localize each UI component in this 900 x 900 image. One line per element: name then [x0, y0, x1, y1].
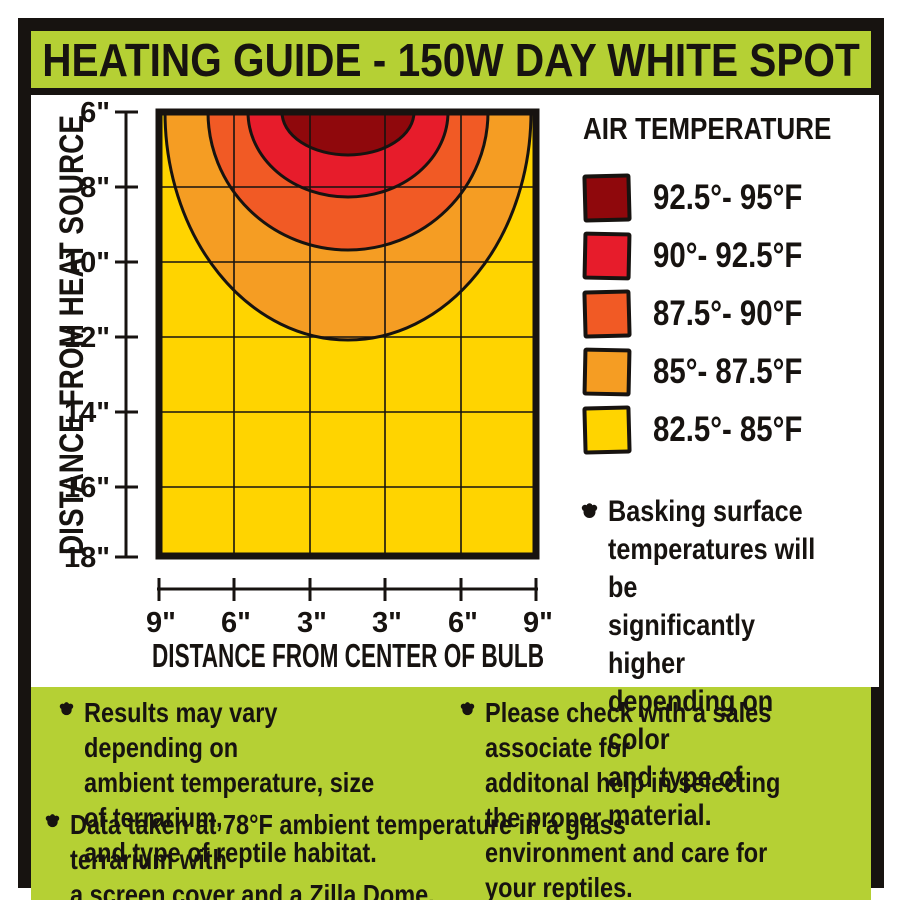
legend-panel: AIR TEMPERATURE 92.5°- 95°F 90°- 92.5°F … [569, 95, 879, 832]
color-swatch-red [582, 231, 632, 281]
x-tick-6l: 6" [221, 607, 251, 639]
paw-bullet-icon [59, 702, 74, 716]
legend-item: 82.5°- 85°F [582, 401, 879, 459]
main-content: 6" 8" 10" 12" 14" 16" 18" DISTANCE FROM … [31, 95, 879, 832]
legend-item-label: 85°- 87.5°F [653, 352, 803, 391]
legend-item-label: 92.5°- 95°F [653, 178, 803, 217]
paw-bullet-icon [581, 503, 598, 518]
y-tick-16: 16" [64, 472, 110, 504]
x-tick-3r: 3" [372, 607, 402, 639]
x-axis-title: DISTANCE FROM CENTER OF BULB [152, 637, 544, 674]
x-tick-9l: 9" [146, 607, 176, 639]
legend-header: AIR TEMPERATURE [569, 95, 879, 159]
y-tick-8: 8" [80, 172, 110, 204]
title-svg: HEATING GUIDE - 150W DAY WHITE SPOT [42, 34, 860, 85]
legend-items: 92.5°- 95°F 90°- 92.5°F 87.5°- 90°F 85°-… [569, 159, 879, 475]
y-tick-labels: 6" 8" 10" 12" 14" 16" 18" [64, 97, 110, 574]
data-taken-note-text: Data taken at 78°F ambient temperature i… [70, 809, 626, 900]
legend-item: 87.5°- 90°F [582, 285, 879, 343]
title-bar: HEATING GUIDE - 150W DAY WHITE SPOT [31, 31, 871, 95]
chart-svg: 6" 8" 10" 12" 14" 16" 18" DISTANCE FROM … [53, 97, 553, 674]
notes-band-2: Data taken at 78°F ambient temperature i… [31, 799, 871, 900]
legend-item: 85°- 87.5°F [582, 343, 879, 401]
y-tick-18: 18" [64, 542, 110, 574]
notes-band-1: Results may vary depending on ambient te… [31, 687, 871, 900]
grid-lines [159, 111, 536, 556]
y-tick-6: 6" [80, 97, 110, 129]
paw-bullet-icon [460, 702, 475, 716]
sales-note: Please check with a sales associate for … [460, 695, 861, 900]
poster-frame: HEATING GUIDE - 150W DAY WHITE SPOT [18, 18, 884, 900]
y-tick-10: 10" [64, 247, 110, 279]
legend-title: AIR TEMPERATURE [583, 111, 832, 146]
y-tick-12: 12" [64, 322, 110, 354]
x-tick-labels: 9" 6" 3" 3" 6" 9" [146, 607, 553, 639]
basking-note: Basking surface temperatures will be sig… [569, 475, 879, 835]
x-tick-9r: 9" [523, 607, 553, 639]
legend-item: 90°- 92.5°F [582, 227, 879, 285]
color-swatch-orange [582, 347, 632, 397]
x-axis-ruler [157, 578, 538, 601]
basking-note-text: Basking surface temperatures will be sig… [608, 495, 816, 832]
data-taken-note: Data taken at 78°F ambient temperature i… [45, 807, 861, 900]
x-tick-6r: 6" [448, 607, 478, 639]
x-tick-3l: 3" [297, 607, 327, 639]
y-axis-title: DISTANCE FROM HEAT SOURCE [53, 115, 91, 555]
color-swatch-orange-red [582, 289, 632, 339]
color-swatch-dark-red [582, 173, 632, 223]
legend-item-label: 87.5°- 90°F [653, 294, 803, 333]
legend-item-label: 82.5°- 85°F [653, 410, 803, 449]
plot-border [155, 108, 540, 560]
legend-item-label: 90°- 92.5°F [653, 236, 803, 275]
legend-item: 92.5°- 95°F [582, 169, 879, 227]
color-swatch-yellow [582, 405, 632, 455]
page-title: HEATING GUIDE - 150W DAY WHITE SPOT [42, 34, 860, 85]
paw-bullet-icon [45, 814, 60, 828]
sales-note-text: Please check with a sales associate for … [485, 697, 781, 900]
y-tick-14: 14" [64, 397, 110, 429]
temperature-chart: 6" 8" 10" 12" 14" 16" 18" DISTANCE FROM … [31, 95, 569, 687]
results-note: Results may vary depending on ambient te… [59, 695, 460, 868]
y-axis-ruler [115, 110, 138, 559]
results-note-text: Results may vary depending on ambient te… [84, 697, 377, 868]
